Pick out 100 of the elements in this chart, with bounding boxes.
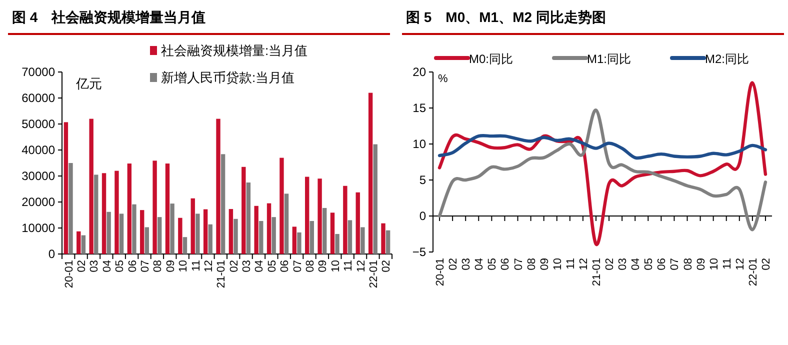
x-tick-label: 03: [617, 258, 630, 270]
y-axis-title: 亿元: [75, 76, 102, 91]
y-tick-label: 0: [48, 247, 56, 261]
bar: [246, 182, 251, 254]
x-tick-label: 04: [474, 258, 486, 270]
x-tick-label: 10: [330, 260, 342, 272]
bar: [152, 160, 157, 254]
legend-label: 社会融资规模增量:当月值: [161, 43, 308, 58]
x-tick-label: 12: [355, 260, 368, 272]
x-tick-label: 03: [241, 260, 254, 272]
bar: [203, 209, 208, 254]
bar: [170, 204, 174, 254]
x-tick-label: 06: [126, 260, 139, 272]
bar: [81, 235, 86, 254]
x-tick-label: 06: [279, 260, 292, 272]
bar: [208, 224, 212, 254]
bar: [182, 237, 188, 254]
y-tick-label: −5: [412, 245, 426, 259]
x-tick-label: 02: [448, 258, 460, 270]
bar: [114, 170, 119, 254]
bar: [330, 212, 335, 254]
x-tick-label: 03: [460, 258, 473, 270]
x-tick-label: 20-01: [63, 260, 76, 288]
y-tick-label: 0: [419, 209, 426, 223]
y-tick-label: 10000: [22, 221, 56, 235]
bar: [280, 158, 284, 254]
bar: [127, 164, 132, 254]
x-tick-label: 07: [512, 258, 525, 270]
x-tick-label: 02: [760, 258, 772, 270]
legend-label: M1:同比: [587, 52, 632, 66]
x-tick-label: 04: [101, 260, 114, 272]
y-tick-label: 50000: [22, 117, 56, 131]
bar: [318, 178, 322, 254]
bar: [322, 208, 327, 254]
x-tick-label: 11: [721, 258, 734, 270]
x-tick-label: 02: [76, 260, 88, 272]
bar: [254, 206, 258, 254]
x-tick-label: 22-01: [368, 260, 380, 288]
bar: [386, 230, 390, 254]
bar: [106, 212, 111, 254]
x-tick-label: 21-01: [216, 260, 228, 288]
bar: [140, 210, 144, 254]
x-tick-label: 08: [526, 258, 538, 270]
x-tick-label: 09: [695, 258, 708, 270]
x-tick-label: 02: [228, 260, 240, 272]
x-tick-label: 09: [164, 260, 177, 272]
bar: [89, 118, 94, 254]
x-tick-label: 10: [178, 260, 190, 272]
bar: [228, 209, 234, 254]
bar: [220, 154, 226, 254]
line-series: [438, 108, 768, 232]
bar: [305, 176, 310, 254]
y-tick-label: 20000: [22, 195, 56, 209]
legend-label: 新增人民币贷款:当月值: [161, 70, 295, 85]
bar: [132, 204, 136, 254]
x-tick-label: 07: [669, 258, 682, 270]
bar: [190, 198, 195, 254]
bar: [259, 220, 264, 254]
x-tick-label: 05: [266, 260, 278, 272]
x-tick-label: 05: [643, 258, 656, 270]
bar: [165, 164, 170, 254]
bar: [68, 163, 73, 254]
bar: [76, 231, 81, 254]
bar: [335, 234, 340, 254]
x-tick-label: 09: [317, 260, 330, 272]
y-axis-title: %: [438, 73, 448, 85]
x-tick-label: 10: [552, 258, 564, 270]
x-tick-label: 07: [292, 260, 304, 272]
line-series: [438, 134, 768, 160]
bar: [178, 218, 182, 254]
x-tick-label: 08: [304, 260, 316, 272]
bar: [242, 166, 246, 254]
x-tick-label: 11: [190, 260, 202, 272]
x-tick-label: 07: [140, 260, 152, 272]
bar: [94, 174, 98, 254]
chart-title: 图 4 社会融资规模增量当月值: [12, 9, 206, 25]
bar: [102, 173, 106, 254]
x-tick-label: 21-01: [590, 258, 603, 286]
x-tick-label: 05: [486, 258, 499, 270]
x-tick-label: 02: [380, 260, 393, 272]
bar: [368, 92, 373, 254]
bar: [381, 223, 386, 254]
bar: [360, 227, 365, 254]
line-series: [438, 81, 768, 246]
y-tick-label: 10: [412, 137, 426, 151]
x-tick-label: 10: [708, 258, 720, 270]
bar: [292, 226, 297, 254]
x-tick-label: 04: [254, 260, 266, 272]
bar: [64, 122, 68, 254]
bar: [373, 144, 378, 254]
bar: [343, 186, 348, 254]
y-tick-label: 40000: [22, 143, 56, 157]
chart-title: 图 5 M0、M1、M2 同比走势图: [406, 9, 606, 25]
bar: [272, 217, 276, 254]
x-tick-label: 05: [114, 260, 126, 272]
x-tick-label: 22-01: [747, 258, 760, 286]
y-tick-label: 15: [412, 101, 426, 115]
bar: [297, 232, 302, 254]
x-tick-label: 12: [202, 260, 215, 272]
x-tick-label: 08: [682, 258, 694, 270]
